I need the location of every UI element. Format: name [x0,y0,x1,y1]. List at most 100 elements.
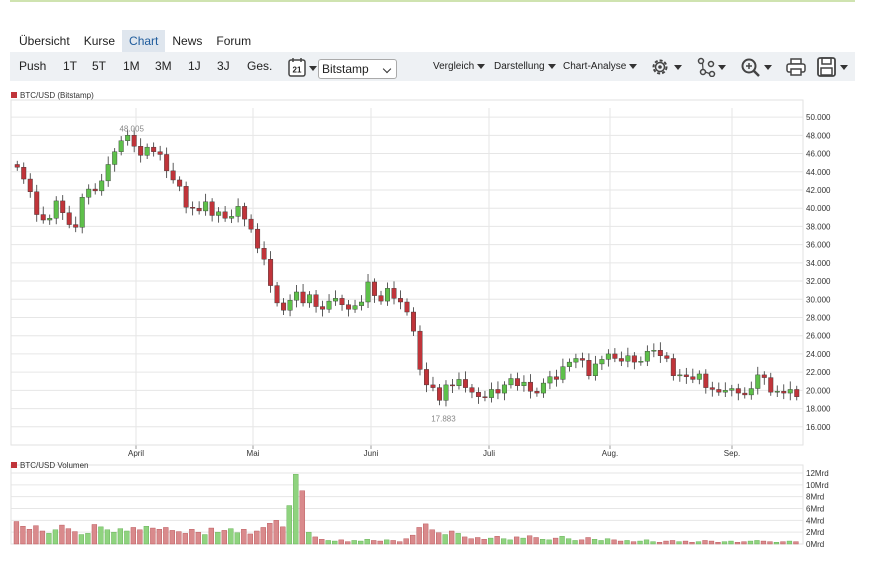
month-tick-label: Sep. [724,449,740,458]
settings-icon[interactable] [650,57,684,77]
candle-body [196,207,202,212]
candle-body [696,373,702,380]
candle-body [482,396,488,398]
candle-body [86,188,92,198]
volume-bar [578,539,585,545]
volume-bar [104,529,111,545]
price-tick-label: 38.000 [806,222,831,231]
period-push-button[interactable]: Push [19,59,47,73]
tab-chart[interactable]: Chart [122,30,166,58]
tab-kurse[interactable]: Kurse [83,34,116,48]
volume-bar [397,541,403,545]
candle-body [53,200,59,219]
volume-bar [416,527,422,545]
volume-bar [319,539,325,545]
period-3m-button[interactable]: 3M [155,59,172,73]
candle-body [21,167,27,180]
volume-bar [150,527,156,545]
volume-bar [371,540,377,545]
volume-bar [786,540,793,545]
candle-body [599,359,605,365]
candle-body [300,291,306,304]
candle-body [365,281,371,303]
candle-body [378,295,384,302]
volume-bar [46,533,52,545]
candle-body [742,392,748,396]
candle-body [449,384,455,387]
vergleich-menu[interactable]: Vergleich [433,52,486,81]
volume-bar [565,538,572,545]
zoom-icon[interactable] [740,57,774,77]
print-icon[interactable] [786,57,808,77]
volume-bar [280,526,286,545]
volume-bar [33,525,39,545]
candle-body [73,224,79,228]
calendar-icon[interactable]: 21 [288,57,320,77]
candle-body [683,374,689,377]
volume-bar [358,540,364,545]
candle-body [540,382,546,394]
legend-swatch [11,92,17,98]
period-1t-button[interactable]: 1T [63,59,78,73]
candle-body [229,216,235,219]
period-1m-button[interactable]: 1M [123,59,140,73]
chart-toolbar: Push 1T 5T 1M 3M 1J 3J Ges. Vergleich Da… [10,52,855,81]
candle-body [177,179,183,187]
volume-bar [663,540,669,545]
tab-news[interactable]: News [172,34,203,48]
volume-bar [780,541,786,545]
chart-analyse-menu[interactable]: Chart-Analyse [563,52,638,81]
calendar-day: 21 [293,66,302,75]
candle-body [657,350,663,356]
candle-body [573,358,579,363]
volume-bar [143,526,149,545]
volume-bar [760,540,767,545]
tab-forum[interactable]: Forum [216,34,252,48]
volume-bar [273,520,279,545]
volume-bar [617,540,624,545]
volume-bar [513,536,520,545]
candle-body [495,389,501,394]
price-tick-label: 22.000 [806,368,831,377]
candle-body [138,146,144,156]
volume-bar [410,534,416,545]
volume-bar [124,530,130,545]
volume-bar [117,528,124,545]
volume-bar [403,538,409,545]
exchange-select[interactable]: Bitstamp [318,59,397,79]
price-tick-label: 26.000 [806,332,831,341]
volume-tick-label: 12Mrd [806,469,829,478]
candle-body [488,389,494,398]
volume-bar [546,539,552,545]
volume-bar [624,540,630,545]
period-ges-button[interactable]: Ges. [247,59,273,73]
candle-body [79,197,85,228]
volume-bar [643,539,650,545]
candle-body [99,180,105,192]
darstellung-menu[interactable]: Darstellung [494,52,556,81]
volume-bar [475,537,481,545]
candle-body [612,353,618,359]
period-3j-button[interactable]: 3J [217,59,230,73]
candle-body [248,218,254,230]
month-tick-label: April [128,449,144,458]
candle-body [755,374,761,389]
save-icon[interactable] [817,57,851,77]
volume-bar [695,541,702,545]
period-5t-button[interactable]: 5T [92,59,107,73]
period-1j-button[interactable]: 1J [188,59,201,73]
volume-bar [189,529,195,545]
volume-bar [364,539,370,545]
volume-bar [254,530,260,545]
volume-bar [377,540,383,545]
candle-body [787,389,793,394]
volume-bar [715,542,721,545]
volume-bar [767,541,773,545]
indicators-icon[interactable] [697,57,731,77]
chevron-down-icon [382,64,392,74]
volume-bar [182,533,188,545]
candle-body [92,188,98,192]
tab--bersicht[interactable]: Übersicht [19,34,70,48]
volume-bar [176,531,182,545]
candle-body [170,170,176,181]
